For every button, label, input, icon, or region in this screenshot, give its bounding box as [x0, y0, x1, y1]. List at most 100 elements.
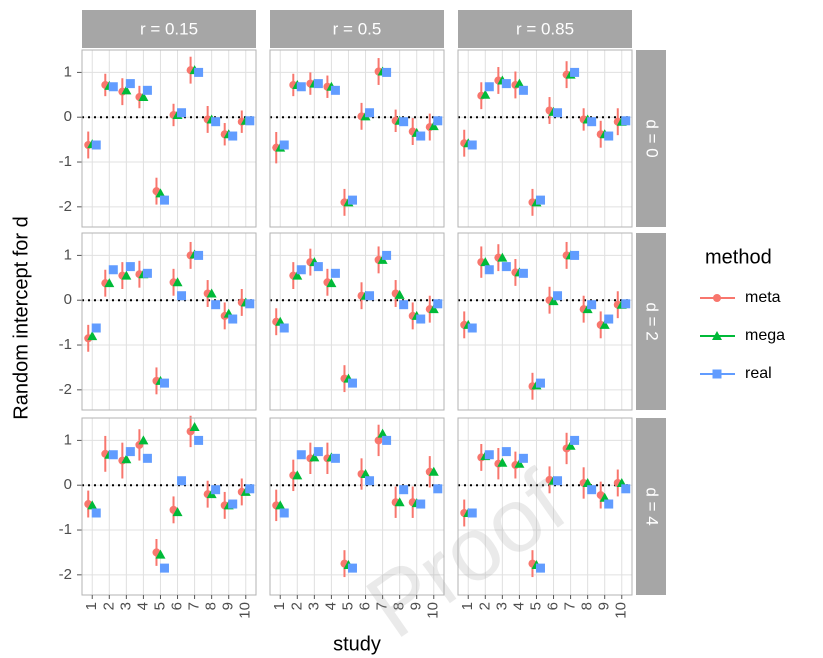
row-strip-label: d = 2 [643, 302, 662, 340]
x-tick-label: 4 [134, 602, 151, 610]
y-tick-label: -1 [59, 153, 72, 170]
panel-background [270, 50, 444, 227]
mega-point [292, 270, 303, 280]
column-strip [82, 10, 256, 48]
mega-point [599, 492, 610, 502]
column-strip-label: r = 0.85 [516, 19, 574, 38]
mega-point [121, 85, 132, 95]
real-point [347, 563, 357, 573]
x-tick-label: 9 [596, 602, 613, 610]
real-point [347, 378, 357, 388]
y-axis-title: Random intercept for d [10, 216, 32, 419]
real-point [125, 447, 135, 457]
x-tick-label: 5 [339, 602, 356, 610]
panel-border [457, 417, 633, 596]
x-tick-label: 1 [83, 602, 100, 610]
real-point [621, 116, 631, 126]
real-point [553, 108, 563, 118]
x-tick-label: 1 [271, 602, 288, 610]
real-point [553, 291, 563, 301]
real-point [399, 300, 409, 310]
real-point [518, 268, 528, 278]
real-point [621, 299, 631, 309]
mega-point [275, 500, 286, 510]
real-point [467, 323, 477, 333]
real-point [365, 108, 375, 118]
panel [81, 49, 257, 228]
real-point [416, 314, 426, 324]
mega-point [514, 78, 525, 88]
mega-point [428, 121, 439, 131]
real-point [108, 450, 118, 460]
x-tick-label: 8 [579, 602, 596, 610]
real-point [587, 117, 597, 127]
mega-point [275, 316, 286, 326]
real-point [296, 82, 306, 92]
real-point [587, 300, 597, 310]
mega-point [599, 319, 610, 329]
real-point [279, 140, 289, 150]
panel [269, 232, 445, 411]
real-point [313, 262, 323, 272]
y-tick-label: 1 [64, 246, 72, 263]
real-point [518, 453, 528, 463]
real-point [570, 250, 580, 260]
mega-point [360, 469, 371, 479]
row-strip [636, 418, 666, 595]
real-point [604, 131, 614, 141]
row-strip-label: d = 0 [643, 119, 662, 157]
panel [457, 232, 633, 411]
real-point [365, 476, 375, 486]
real-point [535, 195, 545, 205]
x-tick-label: 3 [493, 602, 510, 610]
panel [457, 417, 633, 596]
legend-label: real [745, 365, 772, 382]
real-point [125, 79, 135, 89]
mega-point [104, 278, 115, 288]
real-point [159, 195, 169, 205]
x-tick-label: 3 [117, 602, 134, 610]
mega-point [394, 289, 405, 299]
row-strip [636, 233, 666, 410]
real-point [91, 508, 101, 518]
real-point [604, 499, 614, 509]
real-point [211, 300, 221, 310]
panel-background [82, 50, 256, 227]
real-point [433, 299, 443, 309]
real-point [382, 67, 392, 77]
real-point [245, 299, 255, 309]
x-tick-label: 8 [391, 602, 408, 610]
panel-border [81, 417, 257, 596]
y-tick-label: 1 [64, 63, 72, 80]
real-point [484, 82, 494, 92]
y-tick-label: -2 [59, 198, 72, 215]
real-point [159, 563, 169, 573]
real-point [194, 67, 204, 77]
y-tick-label: -1 [59, 336, 72, 353]
real-point [501, 79, 511, 89]
real-point [382, 250, 392, 260]
real-point [518, 85, 528, 95]
mega-point [428, 304, 439, 314]
real-point [587, 485, 597, 495]
panel-background [458, 50, 632, 227]
real-point [399, 117, 409, 127]
mega-point [497, 457, 508, 467]
x-tick-label: 9 [220, 602, 237, 610]
meta-point [374, 436, 383, 445]
real-point [484, 265, 494, 275]
mega-point [121, 454, 132, 464]
column-strip-label: r = 0.5 [333, 19, 382, 38]
x-tick-label: 2 [476, 602, 493, 610]
mega-point [155, 188, 166, 198]
panel [457, 49, 633, 228]
x-tick-label: 10 [613, 602, 630, 619]
panel-border [269, 49, 445, 228]
real-point [535, 563, 545, 573]
mega-point [565, 440, 576, 450]
real-point [177, 476, 187, 486]
real-point [177, 291, 187, 301]
real-point [228, 314, 238, 324]
mega-point [428, 466, 439, 476]
y-tick-label: 1 [64, 431, 72, 448]
